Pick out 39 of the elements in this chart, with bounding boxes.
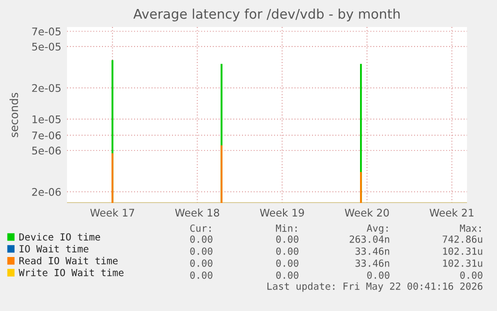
text: 33.46n <box>356 247 390 255</box>
text: 0.00 <box>460 271 482 279</box>
text: 263.04n <box>350 235 390 243</box>
y-tick-label: 1e-05 <box>32 115 61 124</box>
x-tick-label: Week 21 <box>430 208 474 217</box>
text: Avg: <box>366 224 388 234</box>
x-tick-label: Week 20 <box>344 208 389 217</box>
text: 102.31u <box>443 259 482 267</box>
text: 0.00 <box>190 259 212 267</box>
text: Min: <box>276 224 297 232</box>
chart-title: Average latency for /dev/vdb - by month <box>133 8 400 22</box>
text: Cur: <box>190 224 211 232</box>
text: 0.00 <box>276 259 298 267</box>
text: 33.46n <box>356 259 390 267</box>
text: 0.00 <box>190 271 212 279</box>
text: 0.00 <box>190 235 212 243</box>
x-tick-label: Week 18 <box>175 208 220 217</box>
legend-label: IO Wait time <box>20 244 88 252</box>
legend-label: Write IO Wait time <box>18 268 124 276</box>
text: 0.00 <box>276 235 298 243</box>
legend-label: Read IO Wait time <box>19 256 118 264</box>
y-axis-title: seconds <box>10 92 18 138</box>
x-tick-label: Week 17 <box>90 208 134 217</box>
y-tick-label: 5e-05 <box>32 42 61 51</box>
text: 0.00 <box>190 247 212 255</box>
text: Max: <box>460 224 481 232</box>
text: 0.00 <box>276 247 298 255</box>
y-tick-label: 5e-06 <box>32 146 61 155</box>
x-tick-label: Week 19 <box>260 208 304 217</box>
text: Last update: Fri May 22 00:41:16 2026 <box>267 282 482 292</box>
text: 742.86u <box>442 235 482 243</box>
text: 0.00 <box>276 271 298 279</box>
legend-label: Device IO time <box>19 233 100 241</box>
y-tick-label: 7e-05 <box>32 28 61 36</box>
y-tick-label: 2e-05 <box>32 84 61 92</box>
text: 0.00 <box>367 271 390 279</box>
y-tick-label: 7e-06 <box>32 131 61 140</box>
text: 102.31u <box>443 247 482 255</box>
y-tick-label: 2e-06 <box>32 188 61 196</box>
